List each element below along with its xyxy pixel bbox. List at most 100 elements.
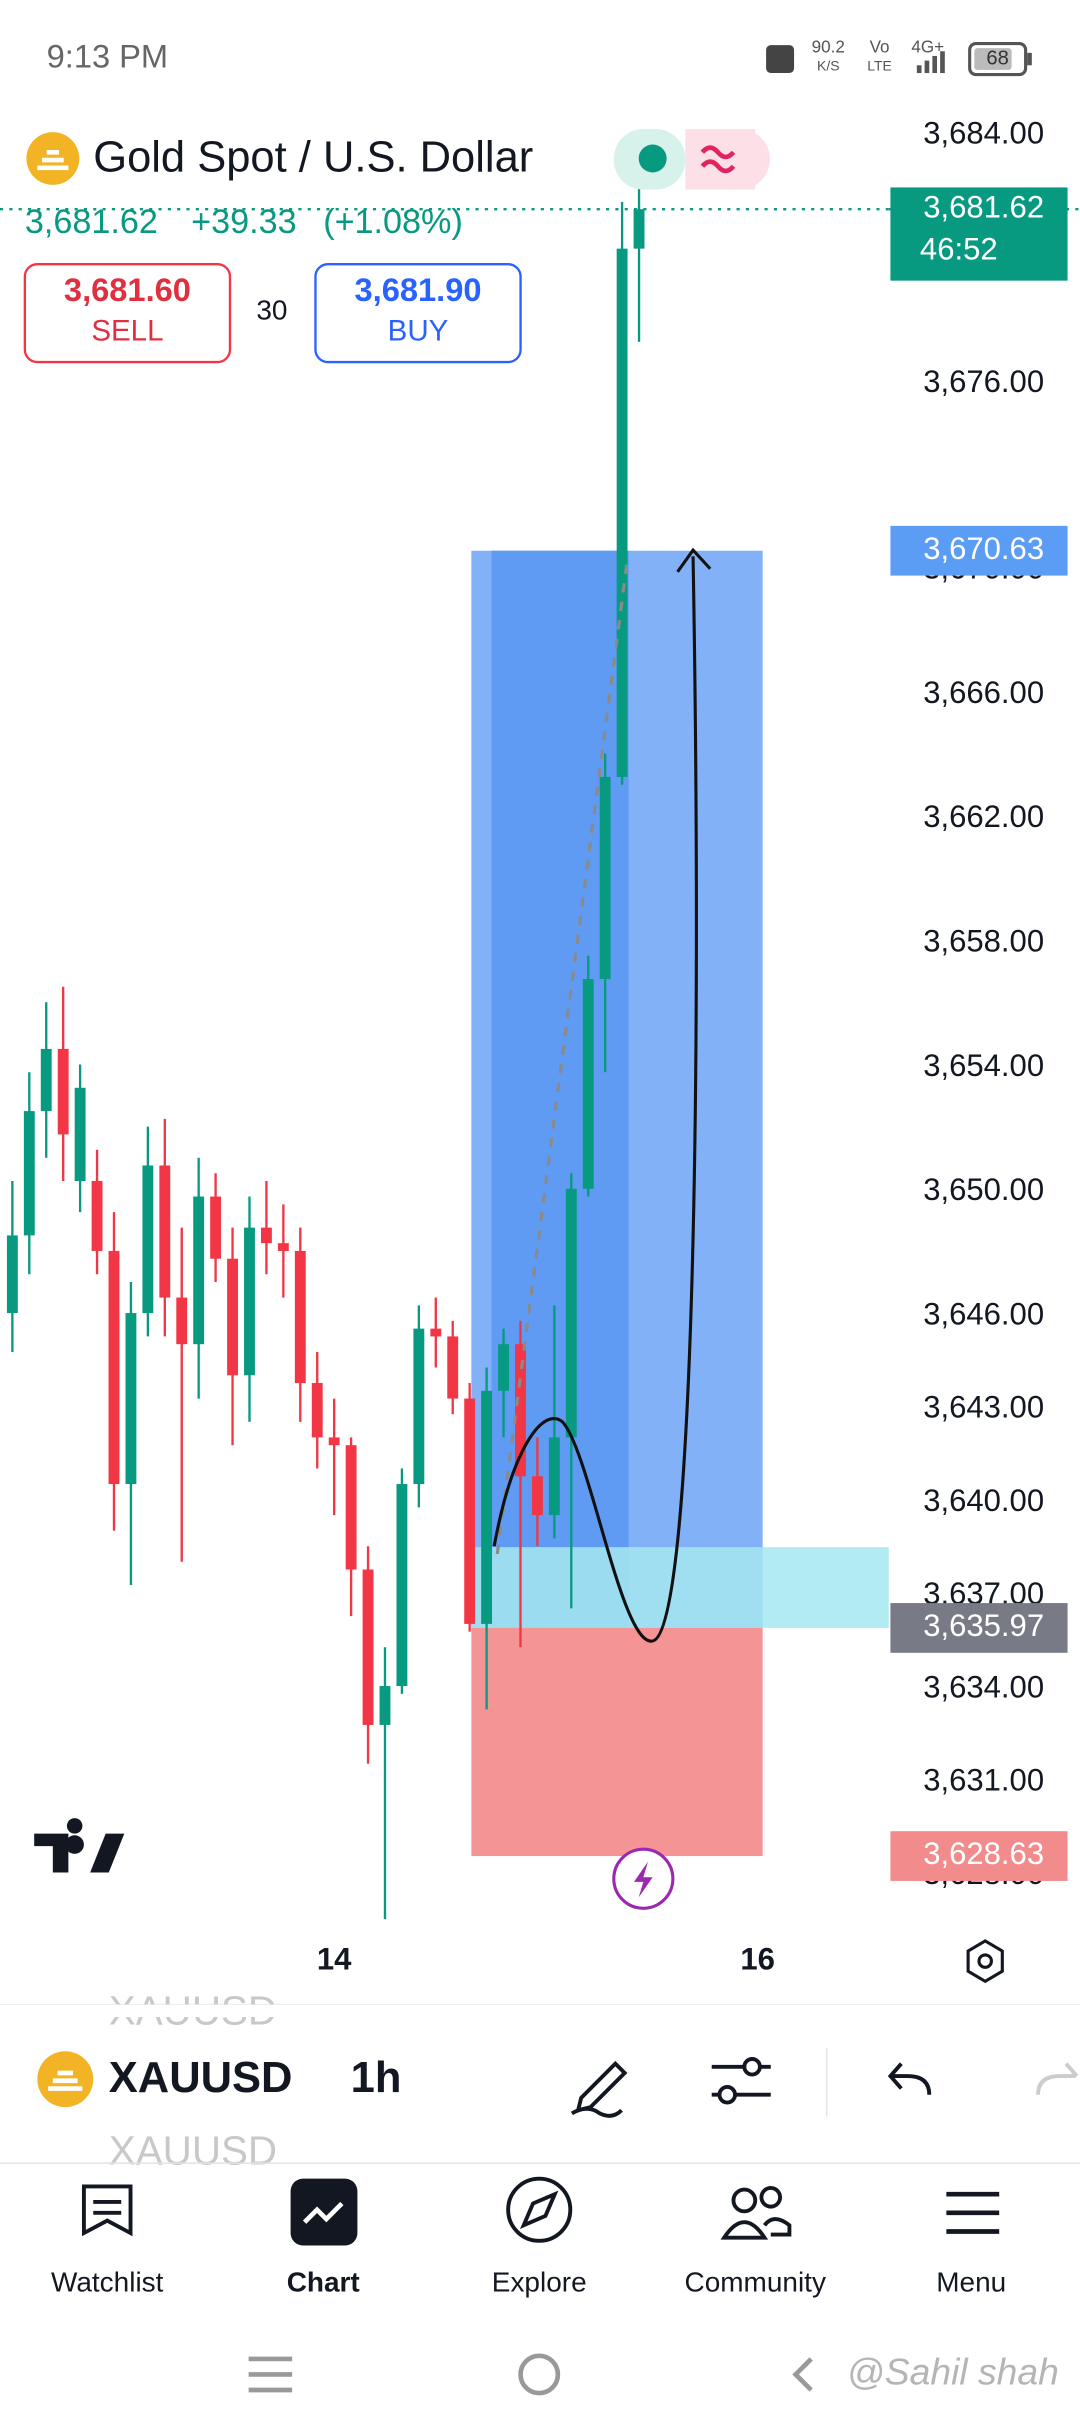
- plot-area: [0, 186, 889, 1920]
- candle-body: [244, 1227, 255, 1376]
- current-price-box: [890, 187, 1068, 281]
- y-tick-label: 3,684.00: [923, 115, 1044, 150]
- symbol[interactable]: XAUUSD: [109, 2054, 293, 2102]
- sell-button[interactable]: [23, 263, 232, 364]
- sell-label: SELL: [91, 314, 163, 347]
- tradingview-logo: [34, 1818, 125, 1873]
- nfc-icon: [766, 45, 795, 74]
- community-icon[interactable]: [720, 2186, 792, 2240]
- battery-tip: [1027, 52, 1032, 66]
- y-tick-label: 3,640.00: [923, 1483, 1044, 1518]
- nav-label[interactable]: Explore: [492, 2267, 587, 2298]
- spread: 30: [256, 295, 287, 326]
- chart-icon[interactable]: [290, 2178, 358, 2246]
- speed-unit: K/S: [817, 58, 840, 74]
- watchlist-icon[interactable]: [81, 2184, 133, 2237]
- volte-top: Vo: [870, 38, 890, 57]
- bottom-nav: Watchlist Chart Explore Community Menu: [51, 2176, 1006, 2298]
- nav-label[interactable]: Community: [685, 2267, 826, 2298]
- network-type: 4G+: [911, 38, 944, 57]
- candle-body: [498, 1344, 509, 1391]
- y-tick-label: 3,654.00: [923, 1048, 1044, 1083]
- y-tick-label: 3,662.00: [923, 799, 1044, 834]
- candle-body: [396, 1484, 408, 1687]
- toggle-end: [724, 128, 770, 190]
- y-tick-label: 3,676.00: [923, 364, 1044, 399]
- drawings: [492, 547, 712, 1643]
- candle-body: [362, 1569, 374, 1725]
- candle-body: [40, 1048, 52, 1112]
- signal-icon: [916, 51, 945, 74]
- candle-body: [379, 1686, 391, 1725]
- volte-bottom: LTE: [867, 58, 892, 74]
- candle-body: [142, 1165, 154, 1314]
- sell-price: 3,681.60: [64, 271, 191, 308]
- settings-icon[interactable]: [966, 1939, 1004, 1984]
- candle-body: [159, 1165, 171, 1298]
- toolbar: XAUUSD XAUUSD XAUUSD 1h: [0, 1988, 1080, 2173]
- stop-price-label: 3,628.63: [923, 1836, 1044, 1871]
- candle-body: [616, 248, 628, 777]
- symbol-name: Gold Spot / U.S. Dollar: [93, 134, 533, 182]
- loss-zone: [471, 1627, 763, 1857]
- candle-body: [91, 1181, 103, 1251]
- candle-body: [565, 1188, 577, 1438]
- y-tick-label: 3,646.00: [923, 1296, 1044, 1331]
- y-tick-label: 3,650.00: [923, 1172, 1044, 1207]
- nav-label[interactable]: Watchlist: [51, 2267, 164, 2298]
- candle-body: [633, 209, 645, 249]
- nav-label[interactable]: Menu: [936, 2267, 1006, 2298]
- status-bar: 9:13 PM 90.2 K/S Vo LTE 4G+ 68: [47, 38, 1032, 77]
- explore-icon[interactable]: [506, 2176, 573, 2243]
- y-tick-label: 3,666.00: [923, 675, 1044, 710]
- countdown: 46:52: [920, 231, 998, 266]
- watermark: @Sahil shah: [847, 2350, 1059, 2392]
- entry-price-box: [890, 1603, 1068, 1653]
- compass-needle: [519, 2190, 559, 2229]
- undo-button[interactable]: [887, 2062, 932, 2095]
- nav-label[interactable]: Chart: [287, 2267, 360, 2298]
- candle-body: [599, 776, 611, 980]
- profit-zone-shade: [491, 550, 629, 1628]
- symbol-icon-bars: [48, 2070, 83, 2091]
- redo-button[interactable]: [1036, 2062, 1079, 2095]
- indicators-button[interactable]: [711, 2057, 771, 2105]
- price-change: +39.33: [191, 203, 296, 241]
- candle-body: [277, 1243, 289, 1251]
- stop-price-box: [890, 1831, 1068, 1881]
- x-tick-label: 16: [740, 1941, 775, 1976]
- price-axis: 3,684.003,676.003,670.003,666.003,662.00…: [317, 115, 1080, 1976]
- y-tick-label: 3,643.00: [923, 1390, 1044, 1425]
- candle-body: [531, 1476, 543, 1516]
- settings-center: [977, 1953, 993, 1969]
- candle-body: [108, 1250, 120, 1485]
- candle-body: [294, 1250, 306, 1384]
- wave-icon: [700, 145, 736, 174]
- network-speed: 90.2: [812, 38, 845, 57]
- interval[interactable]: 1h: [351, 2054, 402, 2102]
- x-tick-label: 14: [317, 1941, 352, 1976]
- candle-body: [176, 1297, 188, 1345]
- home-button[interactable]: [518, 2353, 561, 2396]
- candle-body: [345, 1445, 357, 1570]
- y-tick-label: 3,631.00: [923, 1763, 1044, 1798]
- candle-body: [481, 1390, 493, 1624]
- back-button[interactable]: [792, 2357, 813, 2392]
- gold-bars: [37, 149, 69, 171]
- recents-button[interactable]: [248, 2356, 293, 2393]
- last-price: 3,681.62: [25, 203, 158, 241]
- candle-body: [447, 1336, 459, 1399]
- arrow-head: [676, 547, 712, 573]
- target-price-box: [890, 525, 1068, 576]
- buy-button[interactable]: [314, 263, 522, 364]
- candle-body: [74, 1087, 86, 1182]
- candle-body: [260, 1227, 272, 1244]
- candle-body: [582, 979, 594, 1189]
- menu-icon[interactable]: [946, 2191, 1000, 2234]
- market-dot: [638, 144, 667, 173]
- candle-body: [125, 1313, 137, 1485]
- draw-tool[interactable]: [570, 2060, 628, 2118]
- candle-body: [430, 1328, 442, 1337]
